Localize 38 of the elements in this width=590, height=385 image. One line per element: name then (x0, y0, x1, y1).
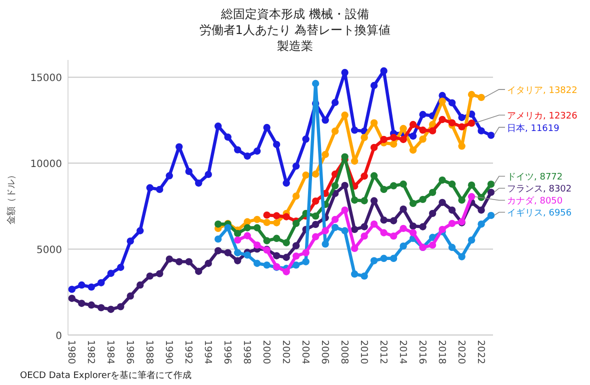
y-axis-title: 金額（ドル） (6, 170, 17, 224)
x-tick-label: 2014 (396, 340, 408, 364)
x-tick-label: 2000 (260, 340, 272, 364)
x-tick-label: 2020 (455, 340, 466, 364)
x-tick-label: 2002 (280, 340, 291, 364)
x-tick-label: 1992 (182, 340, 194, 364)
x-tick-label: 1998 (240, 340, 252, 364)
annotation: アメリカ, 12326 (507, 112, 578, 122)
annotation: イギリス, 6956 (507, 208, 572, 219)
x-tick-label: 2012 (377, 340, 388, 364)
text: OECD Data Explorerを基に筆者にて作成 (20, 370, 192, 381)
annotation: フランス, 8302 (507, 184, 572, 195)
x-tick-label: 2010 (358, 340, 369, 364)
x-tick-label: 1996 (221, 340, 232, 364)
y-tick-label: 10000 (30, 159, 62, 170)
annotation: カナダ, 8050 (507, 196, 563, 207)
x-tick-label: 1994 (202, 340, 213, 364)
x-tick-label: 1982 (84, 340, 96, 364)
x-tick-label: 2018 (436, 340, 447, 364)
x-tick-label: 2004 (299, 340, 310, 364)
x-tick-label: 1980 (65, 340, 76, 364)
x-tick-label: 2022 (474, 340, 486, 364)
x-tick-label: 2008 (338, 340, 350, 364)
x-tick-label: 1984 (104, 340, 116, 364)
text: 製造業 (277, 39, 313, 53)
annotation: イタリア, 13822 (507, 86, 578, 96)
y-tick-label: 0 (56, 331, 62, 342)
x-tick-label: 1988 (143, 340, 154, 364)
chart-subtitle: 労働者1人あたり 為替レート換算値 (199, 23, 391, 37)
annotation: 日本, 11619 (507, 122, 560, 134)
x-tick-label: 1990 (162, 340, 174, 364)
x-tick-label: 2016 (416, 340, 428, 364)
annotation: ドイツ, 8772 (507, 172, 563, 183)
x-tick-label: 1986 (124, 340, 135, 364)
y-tick-label: 15000 (30, 73, 62, 84)
chart-title: 総固定資本形成 機械・設備 (220, 7, 369, 21)
y-tick-label: 5000 (36, 245, 62, 256)
x-tick-label: 2006 (318, 340, 330, 364)
